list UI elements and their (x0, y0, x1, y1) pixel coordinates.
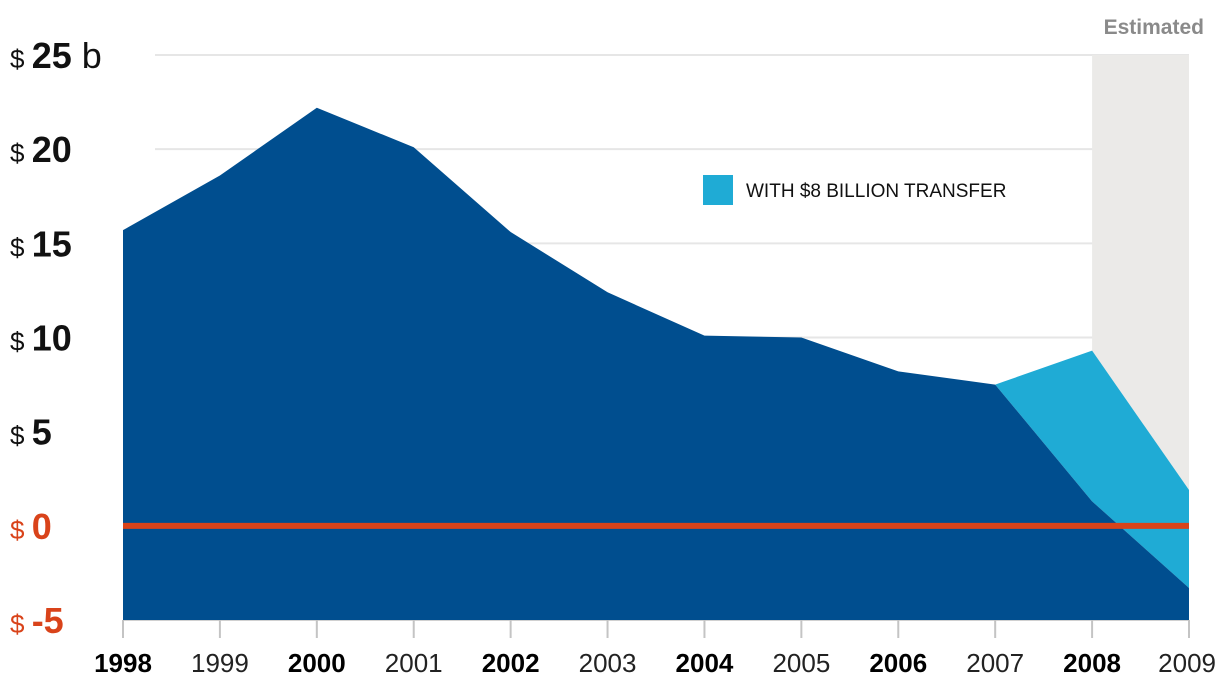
y-tick-label: $ 10 (10, 318, 72, 359)
y-tick-label: $ 0 (10, 506, 52, 547)
y-tick-label: $ -5 (10, 600, 64, 641)
legend-label: WITH $8 BILLION TRANSFER (746, 181, 1006, 202)
y-tick-label: $ 15 (10, 223, 72, 264)
legend: WITH $8 BILLION TRANSFER (703, 175, 1006, 205)
x-tick-label: 2008 (1063, 648, 1121, 678)
area-main-series (123, 107, 1189, 620)
x-axis-labels: 1998 1999 2000 2001 2002 2003 2004 2005 2006 2007… (94, 648, 1216, 678)
estimated-label: Estimated (1104, 16, 1204, 39)
x-tick-label: 2000 (288, 648, 346, 678)
x-tick-label: 2005 (772, 648, 830, 678)
x-tick-label: 2007 (966, 648, 1024, 678)
x-tick-label: 2003 (579, 648, 637, 678)
legend-swatch (703, 175, 733, 205)
y-tick-label: $ 20 (10, 129, 72, 170)
y-tick-label: $ 5 (10, 412, 52, 453)
x-tick-label: 1999 (191, 648, 249, 678)
x-tick-label: 2004 (676, 648, 734, 678)
x-tick-label: 2006 (869, 648, 927, 678)
x-axis-ticks (122, 620, 1190, 638)
x-tick-label: 2002 (482, 648, 540, 678)
x-tick-label: 2001 (385, 648, 443, 678)
y-axis-labels: $ 25 b $ 20 $ 15 $ 10 $ 5 $ 0 $ -5 (10, 35, 102, 641)
x-tick-label: 1998 (94, 648, 152, 678)
x-tick-label: 2009 (1158, 648, 1216, 678)
y-tick-label: $ 25 b (10, 35, 102, 76)
